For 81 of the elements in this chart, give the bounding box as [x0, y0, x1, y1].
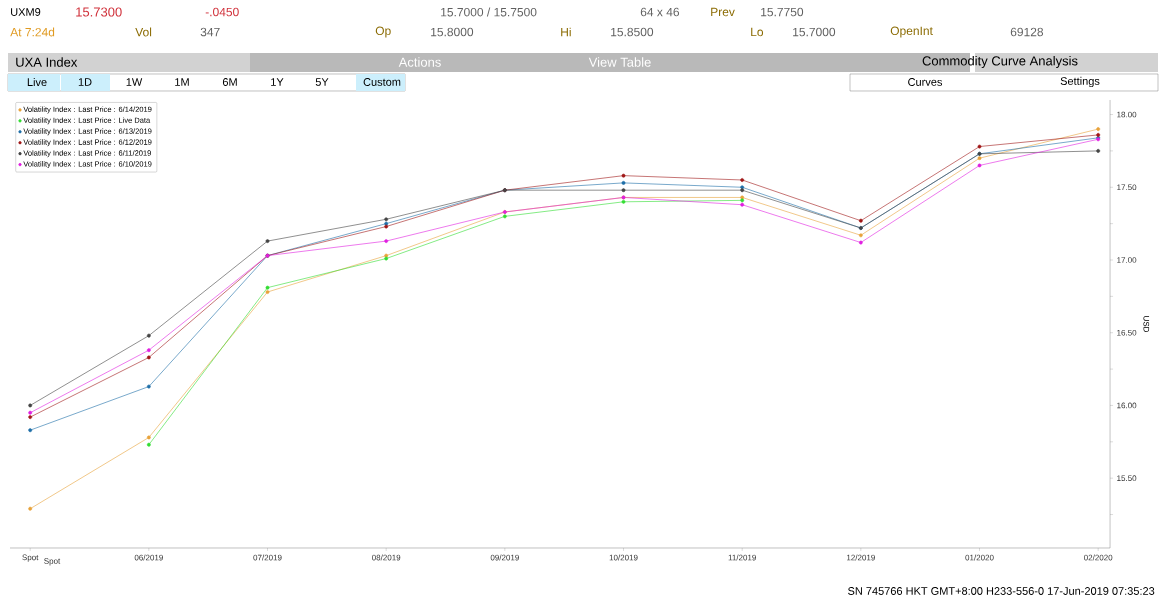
- x-tick-label: 08/2019: [372, 554, 401, 561]
- text: Curves: [908, 78, 943, 86]
- text: 347: [200, 27, 220, 37]
- text: 64 x 46: [640, 7, 680, 17]
- y-tick-label: 15.50: [1117, 475, 1137, 482]
- text: At 7:24d: [10, 27, 55, 37]
- x-tick-label: 01/2020: [965, 554, 994, 561]
- text: -.0450: [205, 7, 239, 17]
- point: [146, 348, 151, 353]
- text: Vol: [135, 27, 152, 37]
- point: [28, 506, 33, 511]
- point: [28, 403, 33, 408]
- text: 15.7750: [761, 7, 804, 17]
- x-tick-label: 07/2019: [253, 554, 282, 561]
- point: [740, 202, 745, 207]
- x-tick-label: 11/2019: [728, 554, 756, 561]
- point: [621, 173, 626, 178]
- text: Actions: [398, 57, 441, 67]
- y-tick-label: 17.00: [1117, 257, 1137, 263]
- text: 15.7000 / 15.7500: [441, 7, 537, 17]
- text: 1W: [126, 78, 143, 86]
- text: UXA Index: [16, 57, 78, 67]
- text: 1D: [78, 78, 92, 86]
- text: Commodity Curve Analysis: [922, 55, 1078, 69]
- point: [977, 156, 982, 161]
- point: [384, 217, 389, 222]
- text: 69128: [1010, 27, 1044, 37]
- text: 15.8000: [431, 27, 474, 37]
- text: 1M: [175, 78, 189, 86]
- point: [1096, 127, 1101, 131]
- y-tick-label: 16.00: [1117, 402, 1137, 409]
- text: 15.7000: [793, 27, 836, 37]
- y-tick-label: 17.50: [1117, 184, 1137, 191]
- text: Settings: [1060, 76, 1100, 88]
- point: [740, 178, 745, 182]
- text: OpenInt: [890, 26, 933, 38]
- x-tick-label: 06/2019: [134, 554, 163, 561]
- point: [858, 240, 863, 245]
- x-tick-label: 09/2019: [490, 554, 519, 561]
- point: [621, 188, 626, 193]
- point: [621, 181, 626, 185]
- y-tick-label: 16.50: [1117, 329, 1137, 336]
- text: Hi: [561, 27, 571, 37]
- text: 1Y: [271, 78, 284, 86]
- point: [28, 410, 33, 415]
- x-tick-label: 12/2019: [847, 554, 875, 561]
- text: View Table: [588, 57, 651, 67]
- point: [146, 435, 151, 440]
- point: [265, 239, 270, 243]
- x-tick-label: 02/2020: [1084, 554, 1113, 561]
- text: SN 745766 HKT GMT+8:00 H233-556-0 17-Jun-2019 07:35:23: [848, 587, 1155, 595]
- text: 6M: [222, 78, 237, 86]
- point: [502, 214, 507, 219]
- text: Custom: [363, 78, 401, 86]
- point: [621, 199, 626, 204]
- text: Op: [375, 26, 391, 38]
- point: [977, 163, 982, 168]
- point: [858, 233, 863, 238]
- text: Live: [27, 77, 47, 87]
- point: [265, 290, 270, 294]
- text: 15.8500: [611, 27, 654, 37]
- point: [1096, 149, 1101, 153]
- point: [28, 428, 33, 433]
- point: [146, 333, 151, 338]
- point: [858, 218, 863, 223]
- text: Lo: [751, 27, 764, 37]
- point: [146, 355, 151, 360]
- point: [977, 144, 982, 149]
- text: 5Y: [315, 78, 329, 86]
- text: UXM9: [11, 8, 41, 16]
- point: [265, 285, 270, 290]
- point: [384, 239, 389, 243]
- text: 15.7300: [76, 7, 122, 17]
- point: [146, 442, 151, 447]
- text: Prev: [711, 7, 735, 17]
- x-tick-label: Spot: [22, 554, 39, 562]
- y-tick-label: 18.00: [1117, 111, 1137, 118]
- point: [28, 415, 33, 419]
- point: [146, 384, 151, 389]
- x-tick-label: 10/2019: [609, 554, 638, 561]
- y-axis-title: USD: [1143, 316, 1150, 333]
